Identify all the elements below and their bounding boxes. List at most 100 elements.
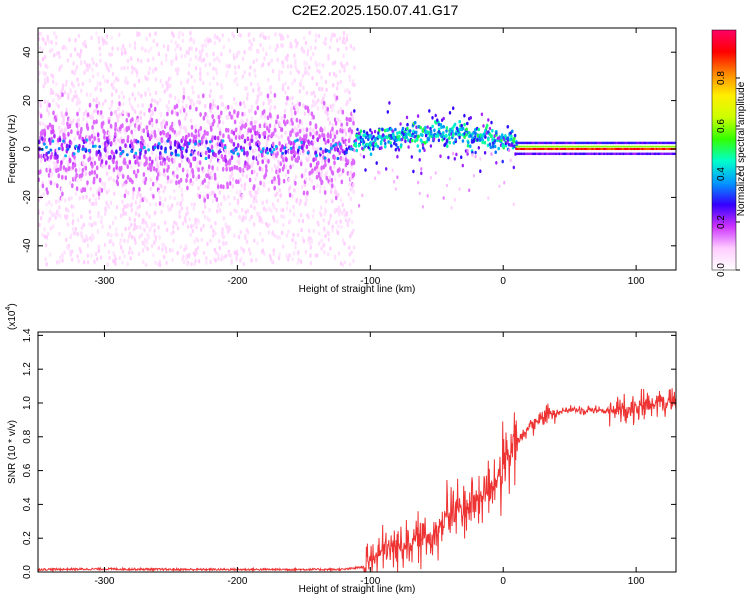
spectrogram-cell	[120, 90, 124, 96]
spectrogram-cell	[273, 105, 276, 110]
spectrogram-cell	[445, 129, 448, 133]
spectrogram-cell	[160, 124, 163, 130]
spectrogram-cell	[171, 248, 174, 253]
spectrogram-cell	[315, 169, 318, 174]
spectrogram-cell	[285, 233, 289, 238]
spectrogram-cell	[70, 204, 73, 209]
spectrogram-cell	[172, 229, 175, 235]
spectrogram-cell	[104, 153, 108, 158]
spectrogram-cell	[180, 54, 183, 59]
spectrogram-cell	[128, 97, 131, 102]
spectrogram-cell	[120, 245, 123, 250]
spectrogram-cell	[152, 194, 155, 199]
spectrogram-cell	[284, 121, 287, 127]
spectrogram-cell	[99, 52, 102, 57]
spectrogram-cell	[44, 80, 47, 86]
spectrogram-cell	[196, 99, 199, 105]
spectrogram-cell	[174, 47, 177, 52]
spectrogram-cell	[92, 176, 96, 182]
spectrogram-cell	[338, 36, 342, 41]
spectrogram-cell	[64, 198, 67, 203]
spectrogram-cell	[68, 166, 71, 171]
spectrogram-cell	[343, 208, 346, 213]
spectrogram-cell	[327, 116, 330, 122]
spectrogram-cell	[235, 76, 238, 82]
spectrogram-cell	[309, 56, 313, 61]
spectrogram-cell	[428, 109, 431, 113]
spectrogram-cell	[81, 81, 85, 87]
spectrogram-cell	[305, 61, 309, 66]
y-tick-label: -40	[22, 238, 33, 253]
spectrogram-cell	[455, 152, 458, 157]
spectrogram-cell	[204, 43, 208, 48]
spectrogram-cell	[276, 114, 280, 120]
spectrogram-cell	[194, 128, 198, 134]
spectrogram-cell	[141, 103, 144, 108]
spectrogram-cell	[222, 216, 226, 221]
spectrogram-cell	[46, 156, 49, 161]
spectrogram-cell	[61, 258, 64, 263]
spectrogram-cell	[290, 64, 293, 69]
spectrogram-cell	[149, 46, 152, 51]
spectrogram-cell	[207, 173, 210, 179]
spectrogram-cell	[79, 249, 83, 254]
spectrogram-cell	[133, 226, 136, 232]
spectrogram-cell	[302, 127, 305, 132]
spectrogram-cell	[234, 148, 238, 152]
spectrogram-cell	[266, 125, 269, 131]
spectrogram-cell	[93, 259, 96, 265]
spectrogram-cell	[250, 134, 254, 140]
spectrogram-cell	[41, 57, 45, 62]
spectrogram-cell	[88, 136, 92, 142]
spectrogram-cell	[349, 117, 353, 123]
spectrogram-cell	[167, 157, 171, 163]
spectrogram-cell	[205, 260, 208, 265]
spectrogram-cell	[122, 94, 126, 100]
spectrogram-cell	[305, 127, 309, 133]
spectrogram-cell	[329, 134, 332, 139]
spectrogram-cell	[480, 112, 484, 117]
spectrogram-cell	[352, 120, 355, 126]
spectrogram-cell	[178, 184, 181, 189]
spectrogram-cell	[421, 205, 424, 209]
spectrogram-cell	[250, 104, 254, 109]
spectrogram-cell	[405, 115, 409, 120]
y-tick-label: 40	[22, 46, 33, 58]
spectrogram-cell	[234, 135, 238, 140]
spectrogram-cell	[336, 86, 339, 91]
spectrogram-cell	[239, 230, 242, 235]
spectrogram-cell	[92, 97, 95, 103]
spectrogram-cell	[279, 36, 283, 41]
spectrogram-cell	[488, 126, 492, 131]
spectrogram-cell	[322, 100, 326, 106]
spectrogram-cell	[290, 44, 293, 49]
spectrogram-cell	[239, 258, 242, 264]
spectrogram-cell	[252, 155, 255, 161]
spectrogram-cell	[328, 217, 332, 222]
spectrogram-cell	[140, 59, 143, 64]
spectrogram-cell	[163, 185, 167, 190]
spectrogram-cell	[45, 151, 48, 157]
spectrogram-cell	[126, 203, 129, 208]
spectrogram-cell	[374, 176, 377, 180]
spectrogram-cell	[312, 157, 316, 163]
spectrogram-cell	[250, 169, 254, 175]
spectrogram-cell	[154, 66, 157, 72]
spectrogram-cell	[287, 229, 290, 234]
spectrogram-cell	[309, 260, 313, 266]
spectrogram-cell	[210, 144, 214, 150]
spectrogram-cell	[123, 193, 127, 199]
spectrogram-cell	[94, 221, 97, 226]
spectrogram-cell	[322, 243, 326, 248]
spectrogram-cell	[228, 176, 231, 181]
spectrogram-cell	[158, 201, 162, 206]
spectrogram-cell	[147, 148, 151, 152]
spectrogram-cell	[292, 212, 296, 217]
spectrogram-cell	[318, 69, 321, 75]
spectrogram-cell	[495, 161, 498, 165]
spectrogram-cell	[119, 146, 122, 152]
spectrogram-cell	[331, 199, 334, 204]
spectrogram-cell	[325, 87, 328, 93]
spectrogram-cell	[204, 130, 207, 136]
spectrogram-cell	[45, 262, 48, 267]
